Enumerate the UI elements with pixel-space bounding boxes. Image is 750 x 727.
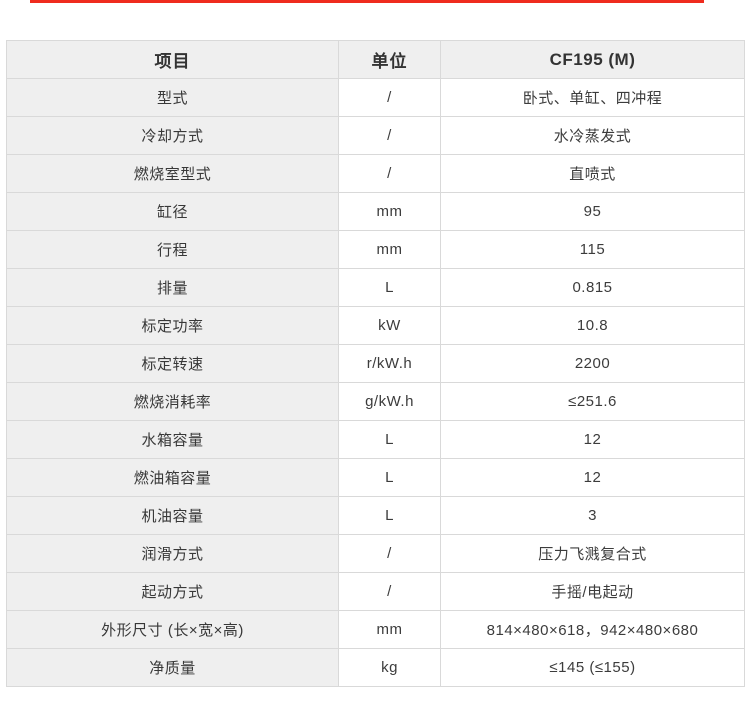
spec-table: 项目 单位 CF195 (M) 型式 / 卧式、单缸、四冲程 冷却方式 / 水冷… — [6, 40, 745, 687]
spec-item-cell: 外形尺寸 (长×宽×高) — [6, 610, 339, 649]
spec-value-cell: 115 — [440, 230, 745, 269]
table-row: 起动方式 / 手摇/电起动 — [6, 572, 745, 611]
table-row: 外形尺寸 (长×宽×高) mm 814×480×618，942×480×680 — [6, 610, 745, 649]
spec-item-cell: 燃油箱容量 — [6, 458, 339, 497]
spec-item-cell: 冷却方式 — [6, 116, 339, 155]
spec-value-cell: 水冷蒸发式 — [440, 116, 745, 155]
spec-value-cell: 0.815 — [440, 268, 745, 307]
spec-value-cell: 12 — [440, 420, 745, 459]
spec-value-cell: 2200 — [440, 344, 745, 383]
table-row: 缸径 mm 95 — [6, 192, 745, 231]
table-row: 燃烧室型式 / 直喷式 — [6, 154, 745, 193]
table-row: 行程 mm 115 — [6, 230, 745, 269]
spec-unit-cell: L — [338, 496, 441, 535]
spec-unit-cell: / — [338, 154, 441, 193]
spec-item-cell: 水箱容量 — [6, 420, 339, 459]
spec-value-cell: 手摇/电起动 — [440, 572, 745, 611]
spec-value-cell: 直喷式 — [440, 154, 745, 193]
spec-item-cell: 标定功率 — [6, 306, 339, 345]
table-row: 水箱容量 L 12 — [6, 420, 745, 459]
header-item: 项目 — [6, 40, 339, 79]
spec-table-body: 型式 / 卧式、单缸、四冲程 冷却方式 / 水冷蒸发式 燃烧室型式 / 直喷式 … — [6, 78, 745, 687]
spec-unit-cell: mm — [338, 610, 441, 649]
spec-value-cell: ≤145 (≤155) — [440, 648, 745, 687]
spec-value-cell: 卧式、单缸、四冲程 — [440, 78, 745, 117]
spec-unit-cell: kg — [338, 648, 441, 687]
spec-unit-cell: L — [338, 268, 441, 307]
spec-value-cell: 95 — [440, 192, 745, 231]
table-row: 净质量 kg ≤145 (≤155) — [6, 648, 745, 687]
header-model: CF195 (M) — [440, 40, 745, 79]
spec-value-cell: 814×480×618，942×480×680 — [440, 610, 745, 649]
spec-unit-cell: / — [338, 572, 441, 611]
table-row: 燃烧消耗率 g/kW.h ≤251.6 — [6, 382, 745, 421]
spec-unit-cell: r/kW.h — [338, 344, 441, 383]
spec-value-cell: 压力飞溅复合式 — [440, 534, 745, 573]
spec-item-cell: 行程 — [6, 230, 339, 269]
header-unit: 单位 — [338, 40, 441, 79]
table-row: 型式 / 卧式、单缸、四冲程 — [6, 78, 745, 117]
spec-unit-cell: L — [338, 420, 441, 459]
table-row: 排量 L 0.815 — [6, 268, 745, 307]
spec-unit-cell: / — [338, 78, 441, 117]
top-accent-line — [30, 0, 704, 3]
spec-item-cell: 起动方式 — [6, 572, 339, 611]
spec-value-cell: ≤251.6 — [440, 382, 745, 421]
table-row: 润滑方式 / 压力飞溅复合式 — [6, 534, 745, 573]
spec-item-cell: 机油容量 — [6, 496, 339, 535]
spec-unit-cell: kW — [338, 306, 441, 345]
table-row: 标定功率 kW 10.8 — [6, 306, 745, 345]
spec-unit-cell: g/kW.h — [338, 382, 441, 421]
spec-value-cell: 12 — [440, 458, 745, 497]
table-row: 机油容量 L 3 — [6, 496, 745, 535]
spec-unit-cell: L — [338, 458, 441, 497]
table-row: 燃油箱容量 L 12 — [6, 458, 745, 497]
table-row: 标定转速 r/kW.h 2200 — [6, 344, 745, 383]
spec-unit-cell: mm — [338, 230, 441, 269]
spec-unit-cell: mm — [338, 192, 441, 231]
spec-value-cell: 3 — [440, 496, 745, 535]
table-row: 冷却方式 / 水冷蒸发式 — [6, 116, 745, 155]
spec-value-cell: 10.8 — [440, 306, 745, 345]
spec-item-cell: 燃烧消耗率 — [6, 382, 339, 421]
spec-item-cell: 缸径 — [6, 192, 339, 231]
spec-item-cell: 净质量 — [6, 648, 339, 687]
spec-unit-cell: / — [338, 534, 441, 573]
spec-item-cell: 标定转速 — [6, 344, 339, 383]
spec-item-cell: 型式 — [6, 78, 339, 117]
spec-item-cell: 燃烧室型式 — [6, 154, 339, 193]
spec-unit-cell: / — [338, 116, 441, 155]
table-header-row: 项目 单位 CF195 (M) — [6, 40, 745, 79]
spec-item-cell: 润滑方式 — [6, 534, 339, 573]
spec-item-cell: 排量 — [6, 268, 339, 307]
